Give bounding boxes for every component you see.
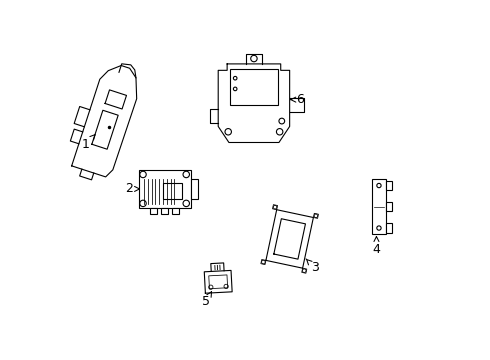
- Bar: [191, 179, 198, 199]
- Bar: [139, 170, 191, 208]
- Text: 2: 2: [125, 183, 140, 195]
- Text: 4: 4: [372, 237, 380, 256]
- Bar: [230, 69, 278, 105]
- Bar: [163, 183, 182, 199]
- Text: 5: 5: [202, 292, 212, 308]
- Bar: [172, 208, 179, 214]
- Bar: [386, 181, 392, 190]
- Text: 1: 1: [82, 135, 95, 151]
- Bar: [386, 224, 392, 233]
- Bar: [386, 202, 392, 211]
- Bar: [372, 179, 386, 234]
- Text: 3: 3: [306, 259, 318, 274]
- Text: 6: 6: [291, 93, 304, 106]
- Bar: [150, 208, 157, 214]
- Bar: [161, 208, 168, 214]
